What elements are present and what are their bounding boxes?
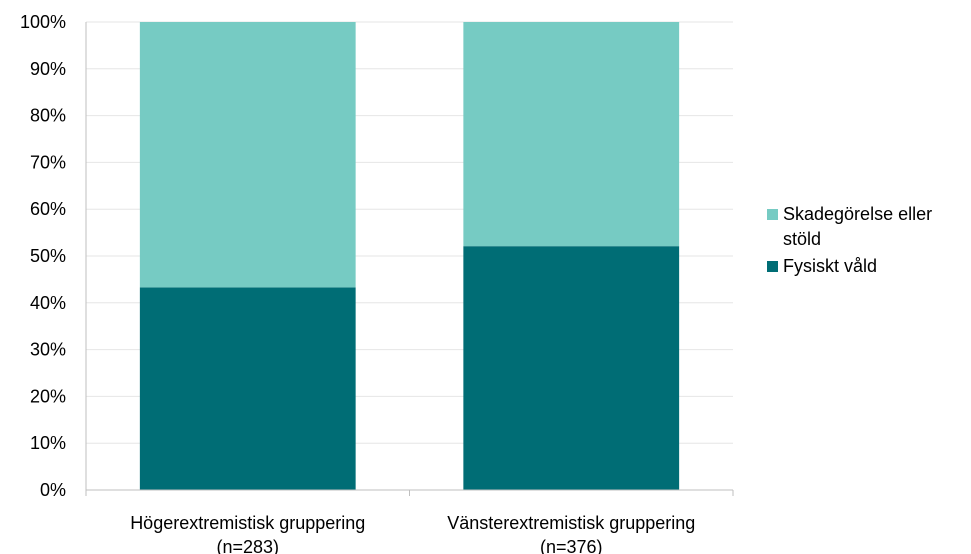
legend-swatch-fysiskt-vald xyxy=(767,261,778,272)
legend: Skadegörelse eller stöld Fysiskt våld xyxy=(765,202,971,281)
y-tick-label: 20% xyxy=(30,386,66,406)
legend-label-skadegorelse-line2: stöld xyxy=(783,229,822,249)
y-tick-label: 40% xyxy=(30,293,66,313)
bar-segment xyxy=(139,22,356,288)
bar-segment xyxy=(463,22,680,247)
y-tick-label: 80% xyxy=(30,106,66,126)
y-tick-label: 0% xyxy=(40,480,66,500)
y-tick-label: 70% xyxy=(30,152,66,172)
legend-item-skadegorelse: Skadegörelse eller stöld xyxy=(765,202,971,252)
bar-segment xyxy=(139,287,356,490)
x-category-labels: Högerextremistisk gruppering (n=283) Vänst… xyxy=(130,513,695,554)
legend-label-fysiskt-vald: Fysiskt våld xyxy=(783,256,878,276)
y-tick-label: 30% xyxy=(30,340,66,360)
axes xyxy=(85,22,734,496)
legend-item-fysiskt-vald: Fysiskt våld xyxy=(765,254,971,279)
x-category-label: Vänsterextremistisk gruppering xyxy=(447,513,695,533)
x-category-label: Högerextremistisk gruppering xyxy=(130,513,365,533)
legend-swatch-skadegorelse xyxy=(767,209,778,220)
y-tick-label: 90% xyxy=(30,59,66,79)
y-tick-label: 50% xyxy=(30,246,66,266)
x-category-label: (n=283) xyxy=(216,537,279,554)
bar-segment xyxy=(463,246,680,490)
y-tick-label: 100% xyxy=(20,12,66,32)
y-tick-label: 60% xyxy=(30,199,66,219)
legend-label-skadegorelse-line1: Skadegörelse eller xyxy=(783,204,933,224)
y-tick-labels: 0% 10% 20% 30% 40% 50% 60% 70% 80% 90% 100% xyxy=(20,12,66,500)
y-tick-label: 10% xyxy=(30,433,66,453)
x-category-label: (n=376) xyxy=(540,537,603,554)
bars xyxy=(139,22,680,490)
